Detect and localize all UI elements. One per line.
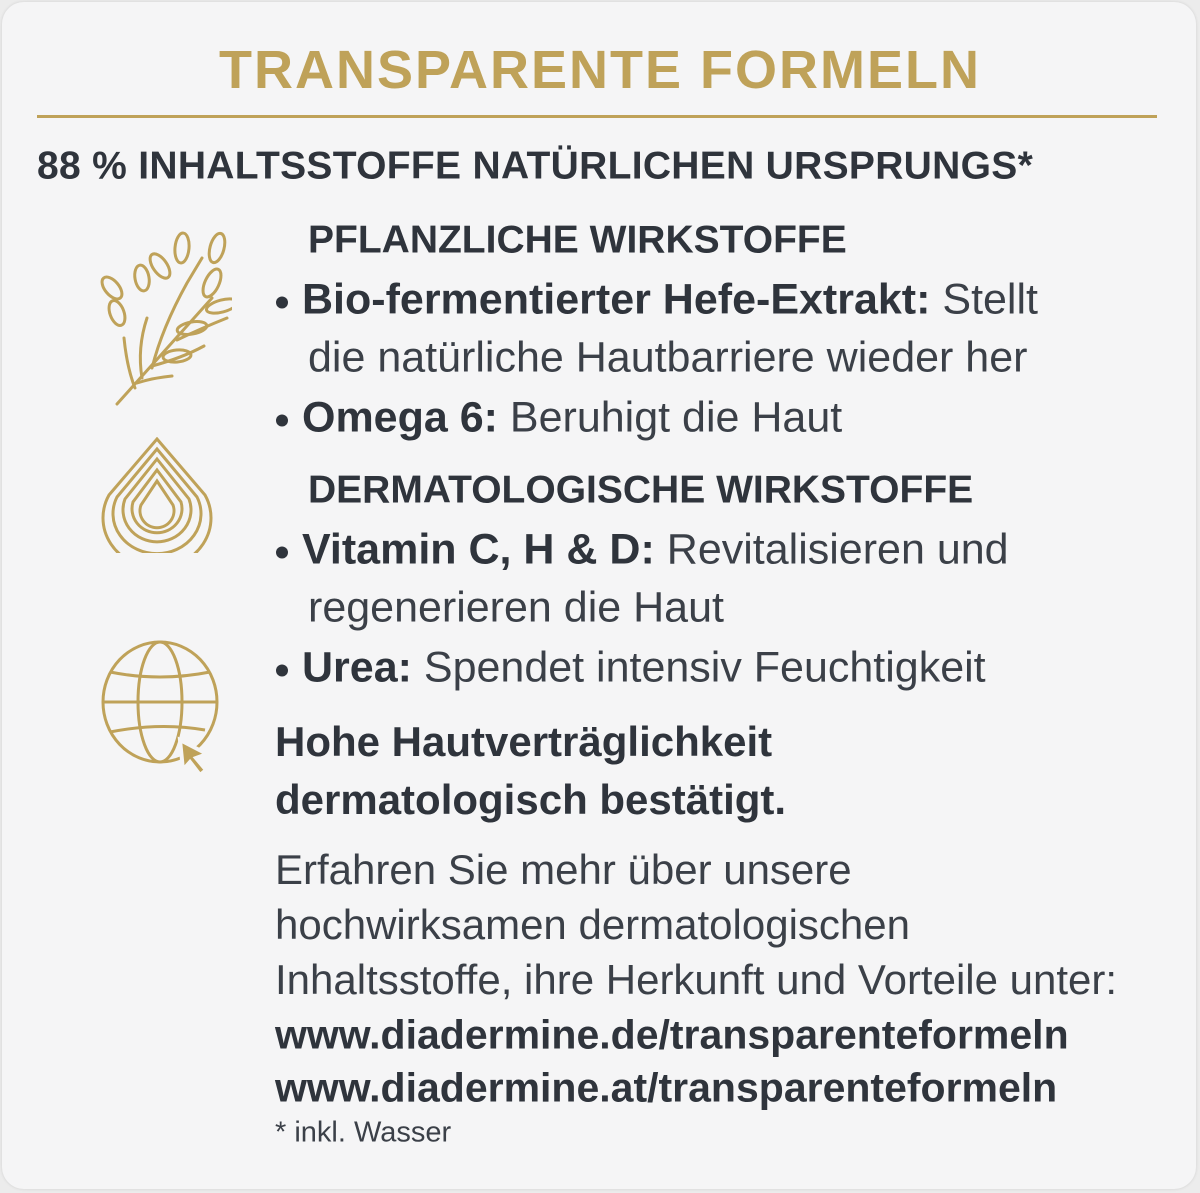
bullet-icon (276, 546, 288, 559)
footnote: * inkl. Wasser (275, 1116, 452, 1149)
bullet-icon (276, 414, 288, 427)
info-text-2: hochwirksamen dermatologischen (275, 901, 910, 948)
bullet-icon (276, 296, 288, 309)
subtitle: 88 % INHALTSSTOFFE NATÜRLICHEN URSPRUNGS… (37, 144, 1034, 188)
section-heading-plant: PFLANZLICHE WIRKSTOFFE (308, 218, 847, 262)
plant-branch-icon (100, 231, 232, 406)
bullet-icon (276, 664, 288, 677)
list-item-continuation: die natürliche Hautbarriere wieder her (308, 333, 1028, 382)
list-item: Vitamin C, H & D: Revitalisieren und (276, 528, 1009, 572)
list-item: Bio-fermentierter Hefe-Extrakt: Stellt (276, 278, 1038, 322)
url-at-link[interactable]: www.diadermine.at/transparenteformeln (275, 1064, 1058, 1111)
page-title: TRANSPARENTE FORMELN (219, 40, 981, 100)
list-item-continuation: regenerieren die Haut (308, 583, 724, 632)
url-de-link[interactable]: www.diadermine.de/transparenteformeln (275, 1011, 1069, 1058)
section-heading-derma: DERMATOLOGISCHE WIRKSTOFFE (308, 468, 974, 512)
info-text-3: Inhaltsstoffe, ihre Herkunft und Vorteil… (275, 956, 1118, 1003)
list-item: Omega 6: Beruhigt die Haut (276, 396, 842, 440)
title-divider (37, 115, 1157, 118)
list-item: Urea: Spendet intensiv Feuchtigkeit (276, 646, 986, 690)
globe-cursor-icon (101, 640, 219, 778)
tolerance-line-1: Hohe Hautverträglichkeit (275, 718, 773, 765)
tolerance-line-2: dermatologisch bestätigt. (275, 776, 787, 823)
info-text-1: Erfahren Sie mehr über unsere (275, 846, 852, 893)
water-drop-icon (101, 437, 213, 553)
